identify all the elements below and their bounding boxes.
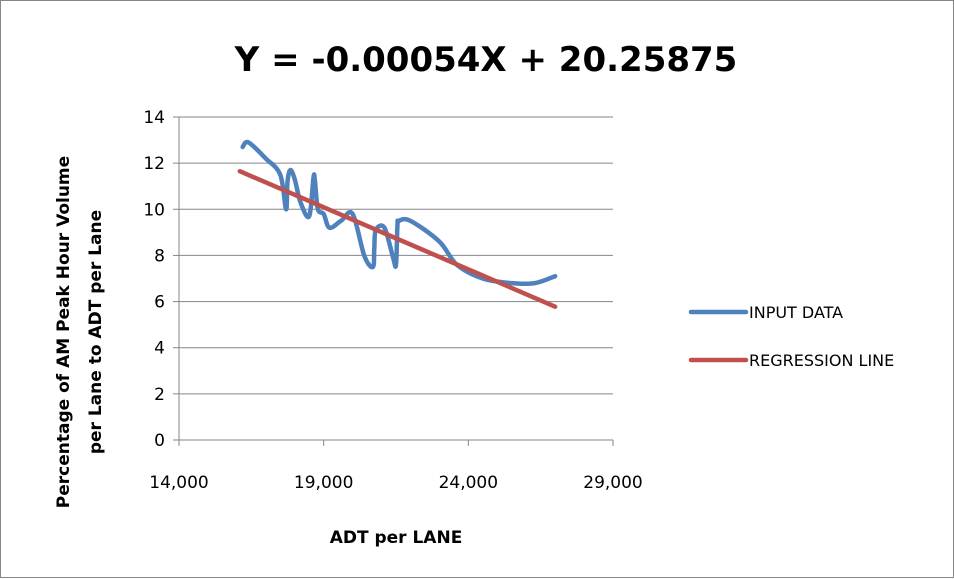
x-axis-title: ADT per LANE <box>330 528 463 548</box>
x-tick-label: 24,000 <box>439 473 498 493</box>
tick-labels: 0 2 4 6 8 10 12 14 14,000 19,000 24,000 29,000 <box>143 108 642 493</box>
chart-title: Y = -0.00054X + 20.25875 <box>234 40 738 80</box>
y-axis-title: Percentage of AM Peak Hour Volume per La… <box>54 156 106 508</box>
gridlines <box>179 116 613 395</box>
y-tick-label: 8 <box>154 246 165 266</box>
y-tick-label: 0 <box>154 431 165 451</box>
x-tick-label: 19,000 <box>294 473 353 493</box>
y-tick-label: 4 <box>154 339 165 359</box>
axes <box>173 116 614 446</box>
x-tick-label: 14,000 <box>149 473 208 493</box>
series-line-regression-line <box>237 168 558 309</box>
series-line-input-data <box>240 139 558 287</box>
y-tick-label: 2 <box>154 385 165 405</box>
y-axis-title-line1: Percentage of AM Peak Hour Volume <box>54 156 74 508</box>
x-tick-label: 29,000 <box>583 473 642 493</box>
legend-label-input-data: INPUT DATA <box>749 303 843 322</box>
y-tick-label: 12 <box>143 154 165 174</box>
y-tick-label: 14 <box>143 108 165 128</box>
legend: INPUT DATA REGRESSION LINE <box>688 303 894 370</box>
y-tick-label: 10 <box>143 200 165 220</box>
y-tick-label: 6 <box>154 293 165 313</box>
legend-label-regression-line: REGRESSION LINE <box>749 351 894 370</box>
y-axis-title-line2: per Lane to ADT per Lane <box>86 210 106 454</box>
series-layer <box>237 139 558 309</box>
